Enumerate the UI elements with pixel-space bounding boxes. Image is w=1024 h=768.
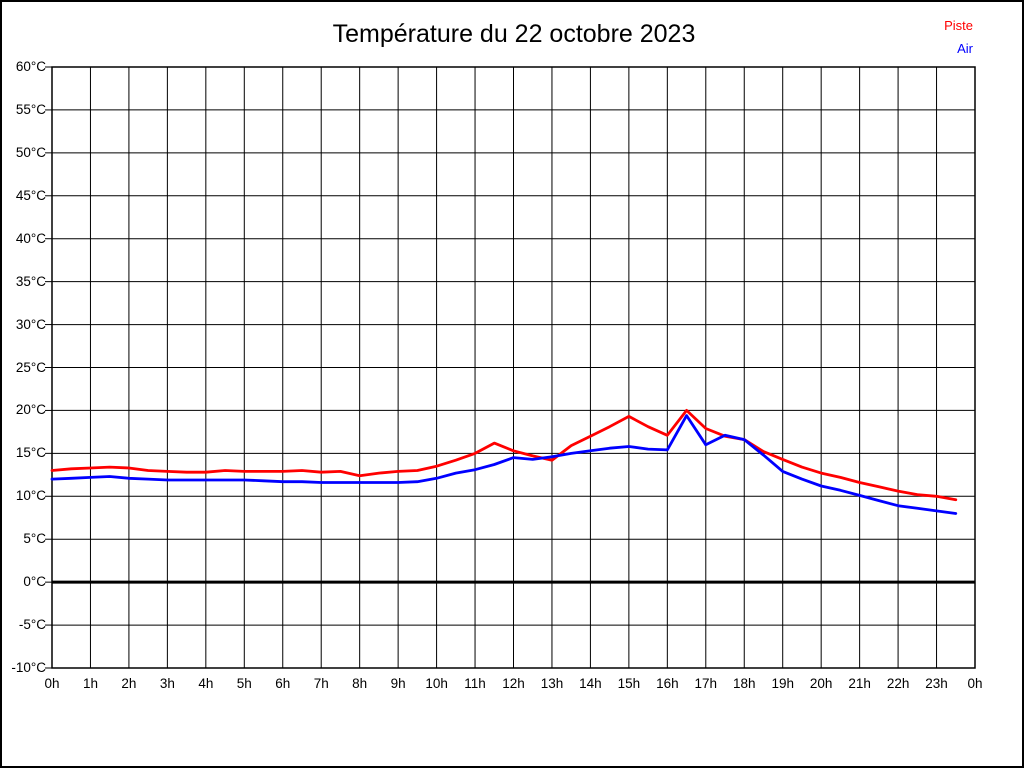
y-tick-label: 45°C — [15, 187, 46, 203]
x-tick-label: 17h — [694, 676, 718, 691]
y-tick-label: 60°C — [15, 59, 46, 74]
y-tick-label: -5°C — [18, 617, 46, 633]
air-line — [50, 414, 958, 515]
x-tick-label: 5h — [236, 676, 252, 691]
x-tick-label: 10h — [425, 676, 448, 691]
x-tick-label: 12h — [502, 676, 525, 691]
x-tick-label: 4h — [198, 676, 214, 691]
x-tick-label: 6h — [275, 676, 291, 691]
x-tick-label: 8h — [352, 676, 368, 691]
y-tick-label: 40°C — [15, 230, 46, 246]
x-tick-label: 2h — [121, 676, 137, 691]
x-tick-label: 19h — [771, 676, 794, 691]
x-tick-label: 23h — [925, 676, 948, 691]
x-tick-label: 14h — [579, 676, 602, 691]
y-tick-label: -10°C — [11, 660, 46, 675]
y-tick-label: 10°C — [15, 488, 46, 504]
x-tick-label: 3h — [159, 676, 175, 691]
piste-line — [50, 408, 958, 502]
horizontal-gridlines — [45, 66, 975, 669]
y-tick-label: 35°C — [15, 273, 46, 289]
x-tick-label: 15h — [617, 676, 641, 691]
y-tick-label: 5°C — [23, 531, 46, 547]
x-tick-label: 9h — [390, 676, 406, 691]
x-tick-label: 7h — [313, 676, 329, 691]
x-tick-label: 18h — [732, 676, 756, 691]
chart-title: Température du 22 octobre 2023 — [332, 20, 696, 48]
x-tick-label: 0h — [967, 676, 983, 691]
legend-air-label: Air — [957, 41, 973, 56]
y-tick-label: 0°C — [23, 574, 46, 590]
x-tick-label: 21h — [848, 676, 871, 691]
x-tick-label: 0h — [44, 676, 60, 691]
legend-piste-label: Piste — [944, 18, 973, 33]
y-tick-label: 25°C — [15, 359, 46, 375]
x-tick-label: 13h — [540, 676, 564, 691]
x-tick-label: 1h — [82, 676, 98, 691]
y-tick-label: 30°C — [15, 316, 46, 332]
y-tick-label: 50°C — [15, 144, 46, 160]
y-tick-label: 55°C — [15, 101, 46, 117]
x-tick-label: 20h — [809, 676, 833, 691]
legend: Piste Air — [944, 14, 973, 60]
x-tick-label: 22h — [886, 676, 910, 691]
plot-border — [51, 66, 976, 669]
y-tick-label: 20°C — [15, 402, 46, 418]
x-tick-label: 11h — [464, 676, 486, 691]
x-tick-label: 16h — [656, 676, 679, 691]
y-tick-label: 15°C — [15, 445, 46, 461]
